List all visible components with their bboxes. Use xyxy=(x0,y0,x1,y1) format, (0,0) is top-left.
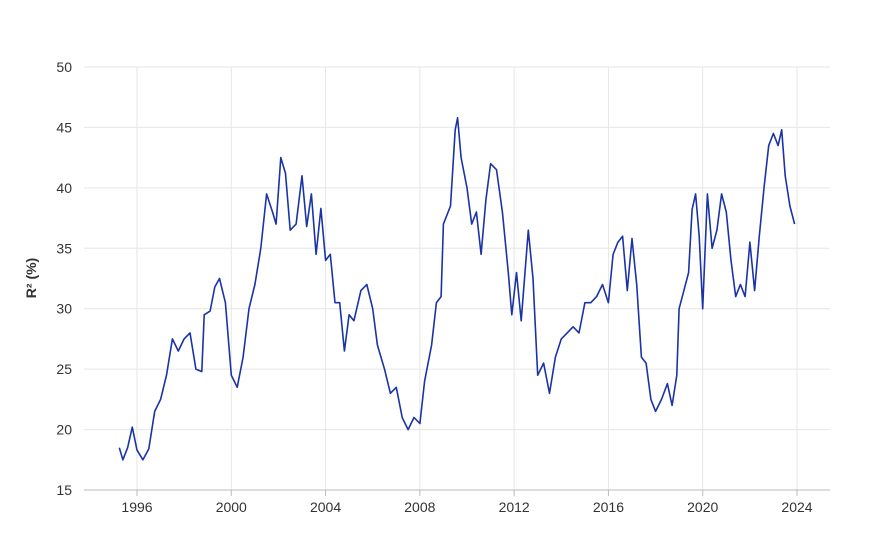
y-axis: 15 20 25 30 35 40 45 50 xyxy=(56,59,72,498)
y-axis-label: R² (%) xyxy=(23,258,39,298)
y-tick-label: 15 xyxy=(56,482,72,498)
y-tick-label: 30 xyxy=(56,301,72,317)
x-tick-label: 2016 xyxy=(593,499,624,515)
x-tick-label: 2000 xyxy=(216,499,247,515)
x-tick-label: 2024 xyxy=(781,499,812,515)
y-tick-label: 40 xyxy=(56,180,72,196)
y-tick-label: 25 xyxy=(56,361,72,377)
y-tick-label: 50 xyxy=(56,59,72,75)
gridlines xyxy=(84,66,830,490)
x-tick-label: 2012 xyxy=(499,499,530,515)
y-tick-label: 45 xyxy=(56,119,72,135)
x-tick-label: 2020 xyxy=(687,499,718,515)
x-tick-label: 2008 xyxy=(404,499,435,515)
x-tick-label: 1996 xyxy=(121,499,152,515)
x-axis: 1996 2000 2004 2008 2012 2016 2020 2024 xyxy=(121,490,813,515)
y-tick-label: 35 xyxy=(56,240,72,256)
series-line xyxy=(118,117,796,461)
y-tick-label: 20 xyxy=(56,422,72,438)
x-tick-label: 2004 xyxy=(310,499,341,515)
